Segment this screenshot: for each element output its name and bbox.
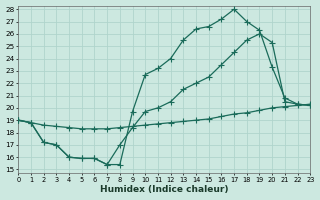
X-axis label: Humidex (Indice chaleur): Humidex (Indice chaleur) [100,185,228,194]
